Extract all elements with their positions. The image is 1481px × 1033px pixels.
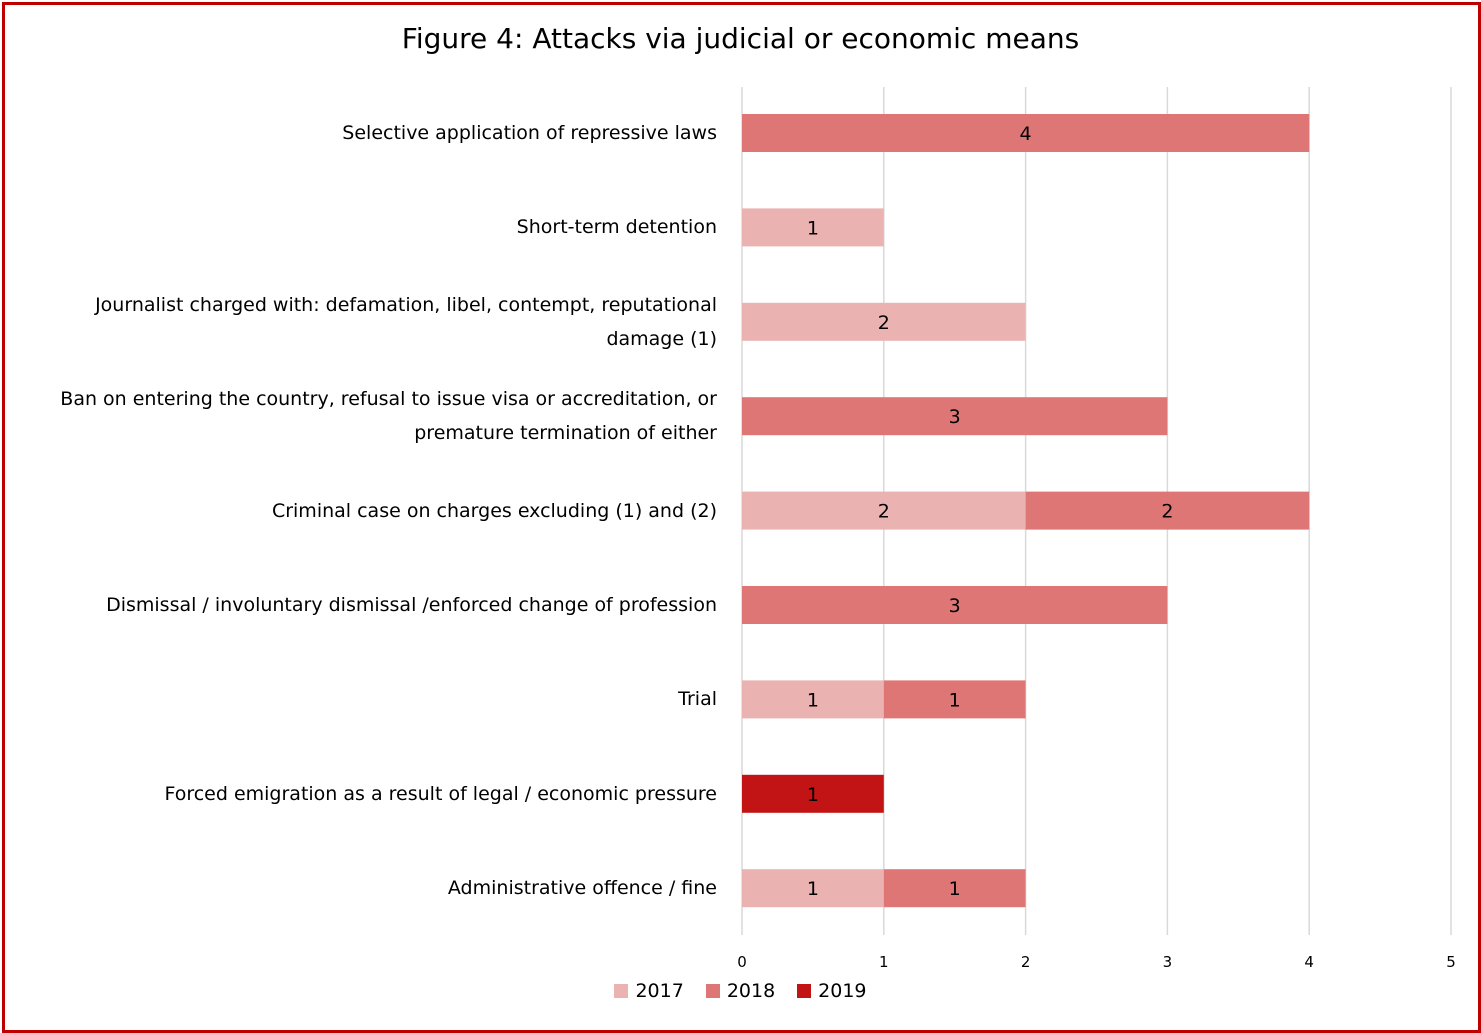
x-tick-label: 1 (879, 953, 889, 971)
bar-2018 (883, 869, 1026, 908)
legend: 2017 2018 2019 (0, 980, 1481, 1002)
legend-swatch (614, 984, 629, 998)
category-label: Criminal case on charges excluding (1) a… (271, 499, 717, 522)
legend-label: 2017 (635, 980, 684, 1002)
bar-2019 (742, 774, 884, 813)
category-label: Administrative offence / fine (447, 877, 717, 900)
legend-item: 2019 (797, 980, 867, 1002)
bar-2018 (742, 114, 1310, 152)
bar-2017 (742, 302, 1026, 341)
data-label: 2 (878, 501, 890, 523)
x-tick-label: 5 (1446, 953, 1456, 971)
category-label: Dismissal / involuntary dismissal /enfor… (106, 594, 717, 616)
category-label: Ban on entering the country, refusal to … (60, 388, 717, 445)
category-label: Short-term detention (516, 216, 717, 239)
category-label: Selective application of repressive laws (342, 122, 717, 144)
data-label: 1 (807, 784, 819, 806)
data-label: 3 (949, 406, 961, 428)
chart-title: Figure 4: Attacks via judicial or econom… (401, 22, 1080, 55)
x-tick-label: 3 (1163, 953, 1173, 971)
bar-2018 (742, 586, 1168, 624)
x-tick-label: 4 (1304, 953, 1314, 971)
legend-label: 2019 (818, 980, 867, 1002)
x-tick-label: 0 (737, 953, 747, 971)
bar-2017 (742, 491, 1026, 530)
x-tick-label: 2 (1021, 953, 1031, 971)
data-label: 1 (807, 217, 819, 239)
bar-2017 (742, 869, 884, 908)
bar-2017 (742, 680, 884, 719)
data-label: 4 (1020, 123, 1032, 145)
bar-2018 (883, 680, 1026, 719)
data-label: 1 (807, 689, 819, 711)
data-label: 3 (949, 595, 961, 617)
category-label: Forced emigration as a result of legal /… (164, 782, 717, 805)
legend-swatch (797, 984, 812, 998)
bar-2018 (742, 397, 1168, 436)
bar-2018 (1025, 491, 1310, 530)
data-label: 2 (878, 312, 890, 334)
legend-item: 2017 (614, 980, 684, 1002)
data-label: 1 (949, 689, 961, 711)
category-label: Trial (678, 688, 717, 711)
bar-2017 (742, 208, 884, 247)
legend-label: 2018 (726, 980, 776, 1002)
data-label: 2 (1161, 501, 1173, 523)
data-label: 1 (949, 878, 961, 900)
data-label: 1 (807, 878, 819, 900)
legend-swatch (705, 984, 720, 998)
legend-item: 2018 (705, 980, 776, 1002)
category-label: Journalist charged with: defamation, lib… (95, 293, 717, 350)
